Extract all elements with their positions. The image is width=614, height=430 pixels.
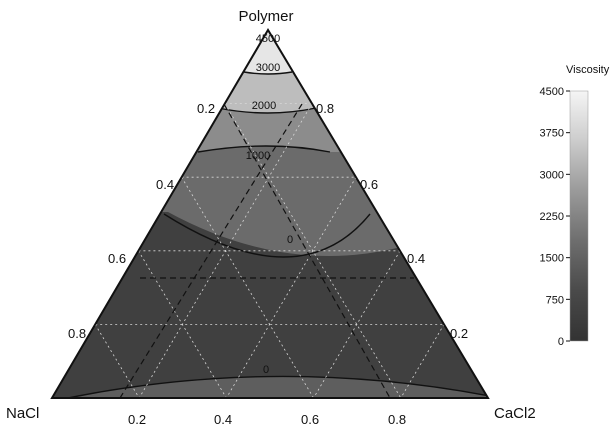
contour-band-3000-4500 bbox=[52, 30, 488, 74]
contour-label: 4500 bbox=[256, 33, 280, 45]
bottom-edge-ticks: 0.2 0.4 0.6 0.8 bbox=[128, 412, 406, 427]
tick-label: 0.4 bbox=[156, 177, 174, 192]
contour-label: 0 bbox=[287, 234, 293, 246]
tick-label: 0.4 bbox=[407, 251, 425, 266]
apex-label-top: Polymer bbox=[238, 8, 293, 25]
grid-line bbox=[400, 324, 445, 398]
colorbar-tick-label: 3000 bbox=[540, 169, 564, 181]
contour-line-2000 bbox=[217, 107, 317, 114]
reference-line-1 bbox=[223, 103, 391, 398]
contour-label: 0 bbox=[263, 364, 269, 376]
tick-label: 0.2 bbox=[128, 412, 146, 427]
tick-label: 0.8 bbox=[316, 101, 334, 116]
tick-label: 0.8 bbox=[68, 326, 86, 341]
tick-label: 0.4 bbox=[214, 412, 232, 427]
contour-line-1000 bbox=[197, 145, 331, 153]
grid-line bbox=[224, 103, 402, 398]
ternary-grid bbox=[94, 103, 445, 398]
reference-lines bbox=[119, 103, 414, 398]
contour-label: 3000 bbox=[256, 62, 280, 74]
grid-line bbox=[94, 324, 140, 398]
colorbar-gradient bbox=[569, 90, 589, 342]
left-edge-ticks: 0.2 0.4 0.6 0.8 bbox=[68, 101, 215, 341]
contour-band-1000-2000 bbox=[52, 30, 488, 152]
contour-lines bbox=[52, 71, 488, 398]
colorbar-tick-label: 0 bbox=[558, 336, 564, 348]
grid-line bbox=[138, 103, 313, 398]
apex-label-right: CaCl2 bbox=[494, 405, 536, 422]
contour-labels: 4500 3000 2000 1000 0 0 bbox=[246, 33, 293, 376]
contour-label: 1000 bbox=[246, 150, 270, 162]
colorbar-tick-label: 750 bbox=[546, 294, 564, 306]
contour-label: 2000 bbox=[252, 100, 276, 112]
colorbar-tick-label: 3750 bbox=[540, 128, 564, 140]
colorbar-ticks: 4500 3750 3000 2250 1500 750 0 bbox=[540, 86, 570, 348]
colorbar-tick-label: 2250 bbox=[540, 211, 564, 223]
tick-label: 0.6 bbox=[360, 177, 378, 192]
right-edge-ticks: 0.8 0.6 0.4 0.2 bbox=[316, 101, 468, 341]
contour-band-bottom bbox=[52, 376, 488, 398]
tick-label: 0.6 bbox=[108, 251, 126, 266]
contour-line-0-upper bbox=[163, 213, 371, 258]
colorbar-title: Viscosity bbox=[566, 64, 610, 76]
colorbar-tick-label: 4500 bbox=[540, 86, 564, 98]
tick-label: 0.8 bbox=[388, 412, 406, 427]
colorbar: Viscosity 4500 3750 3000 2250 1500 750 0 bbox=[540, 64, 610, 348]
contour-line-0-lower bbox=[52, 375, 488, 398]
tick-label: 0.2 bbox=[450, 326, 468, 341]
reference-line-2 bbox=[119, 103, 303, 398]
triangle-outline bbox=[50, 28, 490, 399]
colorbar-tick-label: 1500 bbox=[540, 253, 564, 265]
tick-label: 0.6 bbox=[301, 412, 319, 427]
contour-line-3000 bbox=[243, 71, 293, 75]
tick-label: 0.2 bbox=[197, 101, 215, 116]
apex-label-left: NaCl bbox=[6, 405, 39, 422]
